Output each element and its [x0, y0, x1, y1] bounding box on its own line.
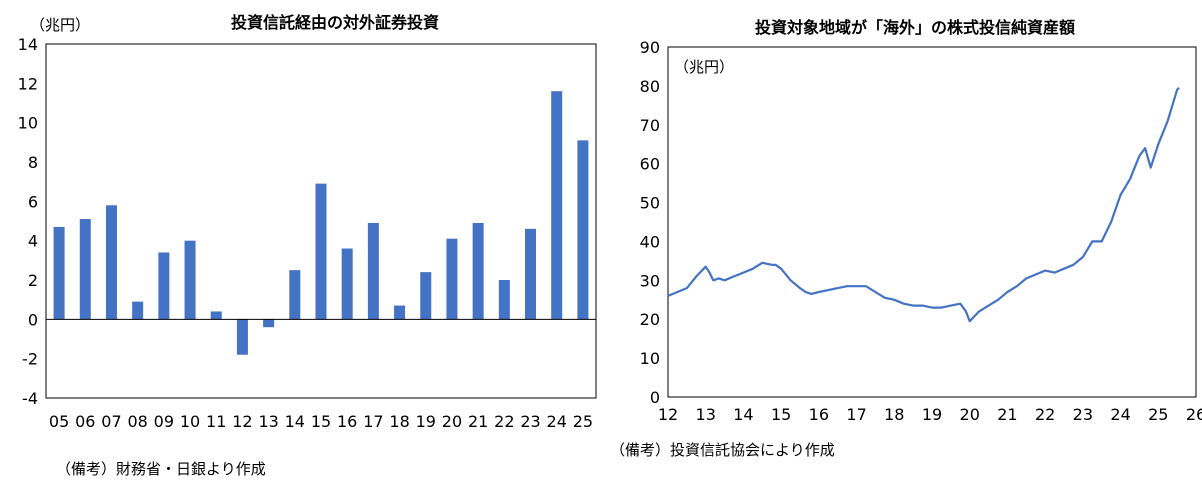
x-tick-label: 11: [206, 412, 226, 431]
x-tick-label: 16: [337, 412, 357, 431]
bar-20: [446, 238, 458, 320]
y-tick-label: 8: [28, 153, 38, 172]
x-tick-label: 26: [1186, 405, 1202, 424]
x-tick-label: 12: [232, 412, 252, 431]
bar-10: [184, 240, 196, 320]
x-tick-label: 14: [285, 412, 305, 431]
y-tick-label: 0: [650, 388, 660, 407]
x-tick-label: 24: [547, 412, 567, 431]
bar-07: [105, 205, 117, 320]
x-tick-label: 10: [180, 412, 200, 431]
bar-06: [79, 219, 91, 320]
bar-19: [420, 272, 432, 320]
x-tick-label: 18: [884, 405, 904, 424]
x-tick-label: 13: [258, 412, 278, 431]
x-tick-label: 12: [658, 405, 678, 424]
x-tick-label: 06: [75, 412, 95, 431]
y-tick-label: 10: [18, 114, 38, 133]
left-chart-panel: 投資信託経由の対外証券投資 （兆円） -4 -2 0 2 4 6 8 10 12 14 05 06 07 08…: [0, 0, 600, 493]
y-tick-label: 14: [18, 35, 38, 54]
series-line: [667, 87, 1180, 323]
x-tick-label: 24: [1110, 405, 1130, 424]
bar-09: [158, 252, 170, 320]
plot-frame: [667, 46, 1197, 398]
y-tick-label: 70: [640, 116, 660, 135]
y-tick-label: 10: [640, 349, 660, 368]
source-note: （備考）投資信託協会により作成: [610, 441, 835, 459]
x-tick-label: 17: [846, 405, 866, 424]
x-tick-label: 23: [1073, 405, 1093, 424]
bar-13: [263, 319, 275, 328]
bar-12: [236, 319, 248, 355]
bar-16: [341, 248, 353, 320]
y-tick-label: 12: [18, 74, 38, 93]
x-tick-label: 13: [696, 405, 716, 424]
y-tick-label: 2: [28, 271, 38, 290]
y-tick-label: 40: [640, 232, 660, 251]
bar-23: [525, 228, 537, 320]
source-note: （備考）財務省・日銀より作成: [56, 460, 266, 478]
y-tick-label: 30: [640, 271, 660, 290]
line-chart: 投資対象地域が「海外」の株式投信純資産額 （兆円） 0 10 20 30 40 50 60 70 8…: [610, 18, 1202, 459]
x-tick-label: 19: [416, 412, 436, 431]
chart-title: 投資対象地域が「海外」の株式投信純資産額: [755, 18, 1075, 37]
y-tick-label: 0: [28, 310, 38, 329]
x-tick-label: 08: [127, 412, 147, 431]
x-tick-label: 17: [363, 412, 383, 431]
y-tick-label: 80: [640, 77, 660, 96]
right-chart-panel: 投資対象地域が「海外」の株式投信純資産額 （兆円） 0 10 20 30 40 50 60 70 8…: [600, 0, 1202, 493]
x-tick-label: 20: [442, 412, 462, 431]
x-tick-label: 09: [154, 412, 174, 431]
bar-25: [577, 140, 589, 320]
x-tick-label: 25: [573, 412, 593, 431]
x-tick-label: 21: [997, 405, 1017, 424]
bar-22: [498, 280, 510, 320]
x-tick-label: 21: [468, 412, 488, 431]
y-tick-label: 50: [640, 194, 660, 213]
x-tick-label: 15: [311, 412, 331, 431]
x-tick-label: 15: [771, 405, 791, 424]
x-tick-label: 16: [809, 405, 829, 424]
y-tick-label: 60: [640, 155, 660, 174]
y-tick-label: -4: [22, 389, 38, 408]
y-tick-label: 4: [28, 232, 38, 251]
bar-05: [53, 226, 65, 320]
y-unit-label: （兆円）: [30, 16, 90, 34]
bar-08: [132, 301, 144, 320]
x-tick-label: 22: [1035, 405, 1055, 424]
x-tick-label: 05: [49, 412, 69, 431]
x-tick-label: 14: [733, 405, 753, 424]
x-tick-label: 20: [960, 405, 980, 424]
bar-17: [367, 222, 379, 320]
x-tick-label: 18: [389, 412, 409, 431]
x-tick-label: 19: [922, 405, 942, 424]
plot-frame: [45, 43, 597, 399]
y-tick-label: 6: [28, 192, 38, 211]
y-unit-label: （兆円）: [674, 58, 734, 76]
y-tick-label: -2: [22, 350, 38, 369]
x-tick-label: 07: [101, 412, 121, 431]
bar-21: [472, 222, 484, 320]
bar-18: [394, 305, 406, 320]
bar-24: [551, 91, 563, 320]
y-tick-label: 90: [640, 38, 660, 57]
chart-title: 投資信託経由の対外証券投資: [231, 13, 439, 32]
x-tick-label: 22: [494, 412, 514, 431]
y-tick-label: 20: [640, 310, 660, 329]
bar-15: [315, 183, 327, 320]
x-tick-label: 25: [1148, 405, 1168, 424]
x-tick-label: 23: [520, 412, 540, 431]
bar-14: [289, 270, 301, 320]
bar-11: [210, 311, 222, 320]
